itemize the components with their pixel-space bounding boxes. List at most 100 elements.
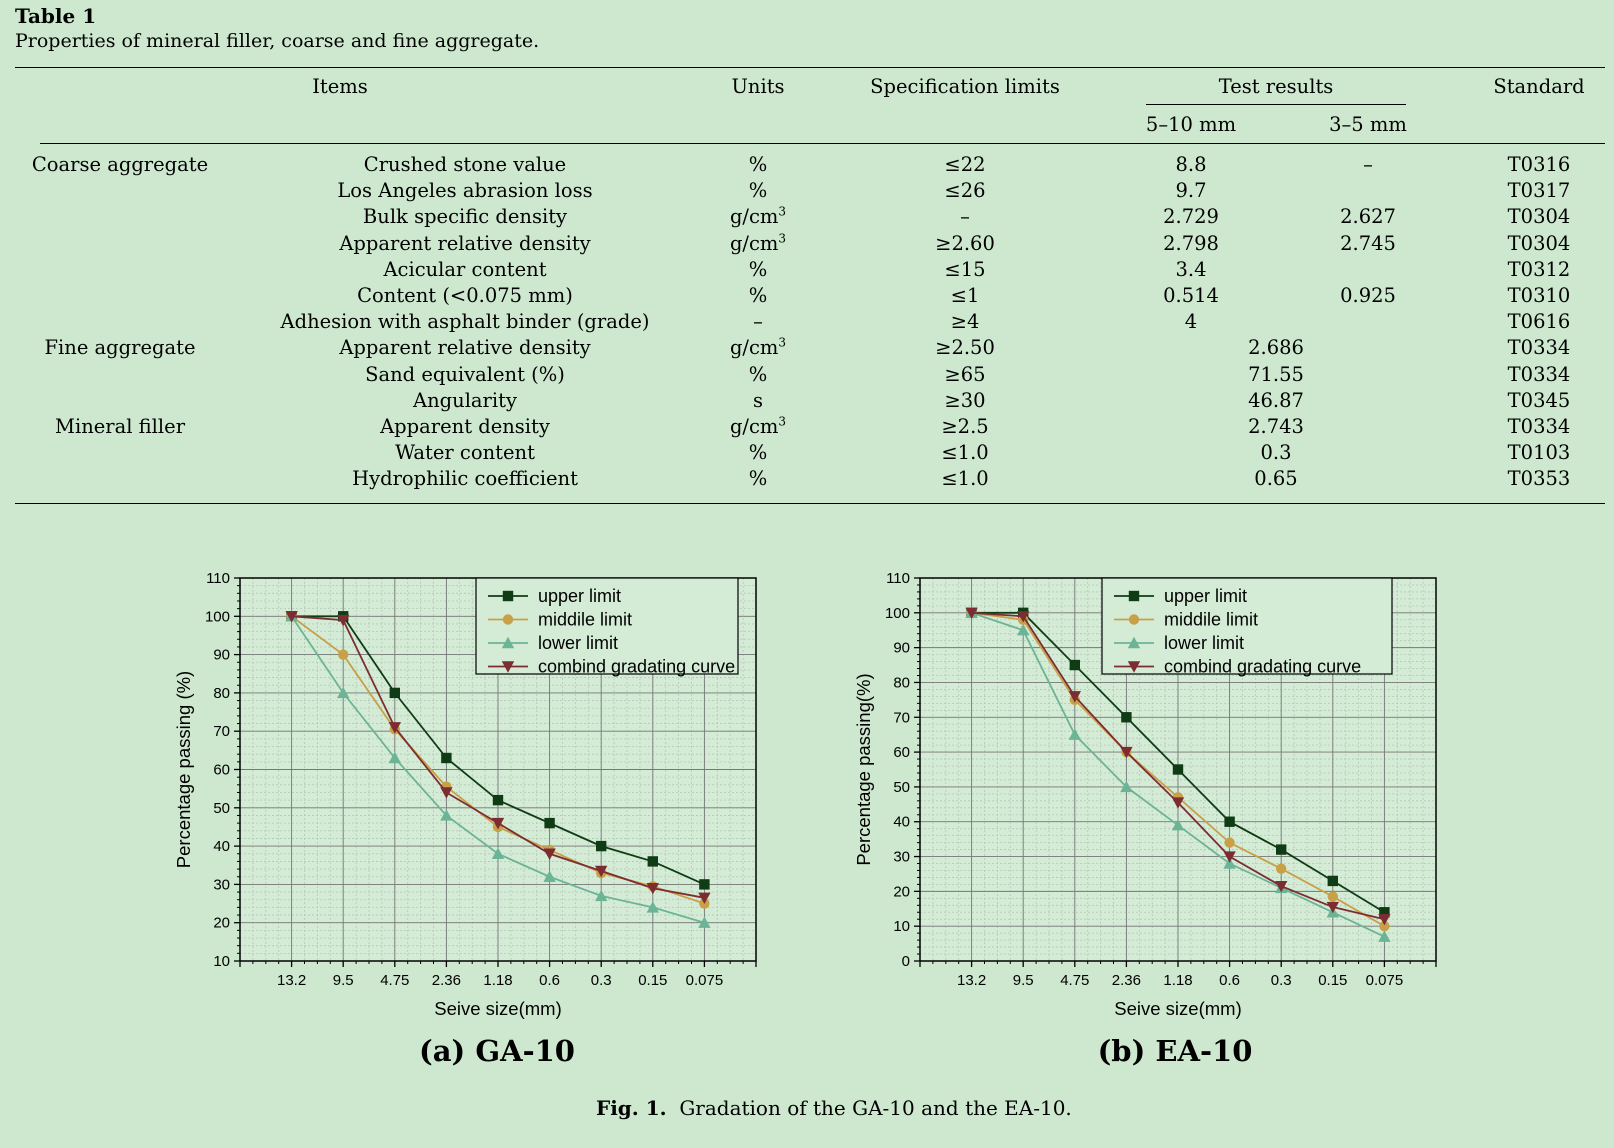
- data-point: [698, 916, 711, 928]
- row-item: Hydrophilic coefficient: [352, 467, 578, 491]
- row-spec-text: ≥65: [944, 362, 986, 386]
- row-item: Acicular content: [383, 258, 546, 282]
- row-item-text: Content (<0.075 mm): [357, 284, 573, 307]
- x-axis-label: Seive size(mm): [434, 998, 561, 1019]
- legend-swatch-marker: [501, 661, 515, 673]
- header-sub-5-10: 5–10 mm: [1145, 113, 1237, 136]
- data-point: [646, 901, 659, 913]
- data-point: [544, 817, 555, 829]
- y-tick-label: 80: [893, 674, 910, 691]
- data-point: [1171, 819, 1185, 831]
- y-tick-label: 50: [213, 800, 230, 817]
- row-result-3-5: –: [1363, 153, 1373, 177]
- row-standard-text: T0310: [1507, 284, 1571, 307]
- row-standard: T0103: [1508, 441, 1571, 465]
- row-standard-text: T0334: [1507, 415, 1571, 438]
- data-point: [337, 686, 350, 699]
- row-item: Los Angeles abrasion loss: [337, 179, 592, 203]
- x-tick-label: 13.2: [277, 972, 306, 989]
- data-point: [647, 856, 658, 867]
- chart-ga10: 10 20 30 40 50 60 70 80 90 100 110 13.2 9.5 4.75 2.36 1…: [170, 566, 770, 1046]
- y-axis: 10 20 30 40 50 60 70 80 90 100 110: [205, 570, 240, 970]
- y-tick-label: 110: [206, 570, 230, 587]
- x-tick-label: 2.36: [432, 972, 461, 989]
- header-standard: Standard: [1493, 75, 1585, 98]
- data-point: [440, 809, 453, 821]
- x-tick-label: 4.75: [1060, 972, 1089, 989]
- table-caption: Properties of mineral filler, coarse and…: [15, 30, 540, 52]
- header-test-results: Test results: [1218, 75, 1334, 98]
- row-item: Apparent density: [380, 415, 550, 439]
- row-result-merged-text: 2.743: [1248, 415, 1304, 438]
- row-standard-text: T0317: [1507, 179, 1571, 203]
- row-spec-text: ≤22: [944, 153, 986, 176]
- legend-entry: middile limit: [1164, 610, 1258, 630]
- data-point: [492, 794, 504, 806]
- figure-caption: Fig. 1. Gradation of the GA-10 and the E…: [596, 1096, 1072, 1120]
- row-spec-text: ≥30: [944, 388, 986, 412]
- row-result-5-10-text: 4: [1184, 310, 1198, 334]
- row-standard: T0334: [1508, 336, 1571, 360]
- data-point: [1224, 816, 1235, 827]
- row-standard: T0334: [1508, 415, 1571, 439]
- row-item-text: Sand equivalent (%): [365, 362, 565, 386]
- row-result-merged: 2.743: [1248, 415, 1304, 439]
- row-group-text: Fine aggregate: [44, 336, 196, 360]
- data-point: [699, 879, 710, 890]
- row-standard: T0353: [1508, 467, 1571, 491]
- row-result-merged: 2.686: [1248, 336, 1304, 360]
- row-result-5-10: 3.4: [1175, 258, 1206, 282]
- row-standard-text: T0345: [1507, 388, 1571, 412]
- x-axis: 13.2 9.5 4.75 2.36 1.18 0.6 0.3 0.15 0.075: [919, 961, 1437, 989]
- x-tick-label: 2.36: [1112, 972, 1141, 989]
- row-item: Angularity: [413, 389, 517, 413]
- row-spec: ≥2.60: [935, 232, 995, 256]
- row-spec: –: [960, 205, 970, 229]
- x-tick-label: 9.5: [1013, 972, 1034, 989]
- row-spec-text: ≥2.5: [941, 415, 989, 438]
- data-point: [491, 847, 505, 859]
- y-tick-label: 60: [213, 762, 230, 779]
- row-result-5-10: 8.8: [1175, 153, 1206, 177]
- data-point: [338, 649, 349, 660]
- row-group-text: Coarse aggregate: [31, 153, 209, 176]
- row-result-3-5: 2.627: [1340, 205, 1396, 229]
- row-item: Crushed stone value: [364, 153, 566, 177]
- legend-swatch-marker: [1127, 636, 1141, 649]
- row-unit: %: [749, 258, 768, 282]
- y-tick-label: 40: [893, 814, 910, 831]
- data-point: [1172, 764, 1184, 775]
- x-tick-label: 1.18: [483, 972, 512, 989]
- row-result-merged: 46.87: [1248, 389, 1304, 413]
- x-tick-label: 0.6: [1219, 972, 1240, 989]
- legend-entry: middile limit: [538, 610, 632, 630]
- y-tick-label: 20: [893, 883, 910, 900]
- data-point: [337, 614, 350, 627]
- row-unit-text: %: [748, 257, 768, 281]
- row-spec-text: ≤1.0: [941, 441, 989, 465]
- row-spec: ≤26: [944, 179, 985, 203]
- chart-ea10-title: (b) EA-10: [1097, 1034, 1253, 1068]
- header-units: Units: [731, 75, 785, 98]
- row-spec-text: ≤1: [950, 284, 980, 307]
- data-point: [440, 787, 453, 799]
- data-point: [1068, 691, 1081, 703]
- row-standard-text: T0334: [1507, 362, 1571, 386]
- y-tick-label: 80: [213, 685, 230, 702]
- table-label: Table 1: [15, 4, 97, 28]
- legend-swatch-marker: [501, 636, 515, 649]
- x-tick-label: 0.6: [539, 972, 560, 989]
- row-item-text: Los Angeles abrasion loss: [337, 179, 593, 203]
- row-item-text: Crushed stone value: [363, 153, 567, 176]
- data-point: [1378, 930, 1391, 942]
- row-result-merged: 71.55: [1248, 363, 1304, 387]
- row-item-text: Acicular content: [383, 257, 547, 281]
- data-point: [1276, 844, 1287, 855]
- test-results-rule: [1146, 104, 1406, 105]
- row-item: Adhesion with asphalt binder (grade): [281, 310, 650, 334]
- x-tick-label: 0.3: [1271, 972, 1292, 989]
- row-unit: %: [749, 284, 768, 308]
- row-item-text: Apparent density: [380, 415, 550, 438]
- unit-superscript: 3: [778, 335, 787, 350]
- data-point: [1121, 712, 1132, 723]
